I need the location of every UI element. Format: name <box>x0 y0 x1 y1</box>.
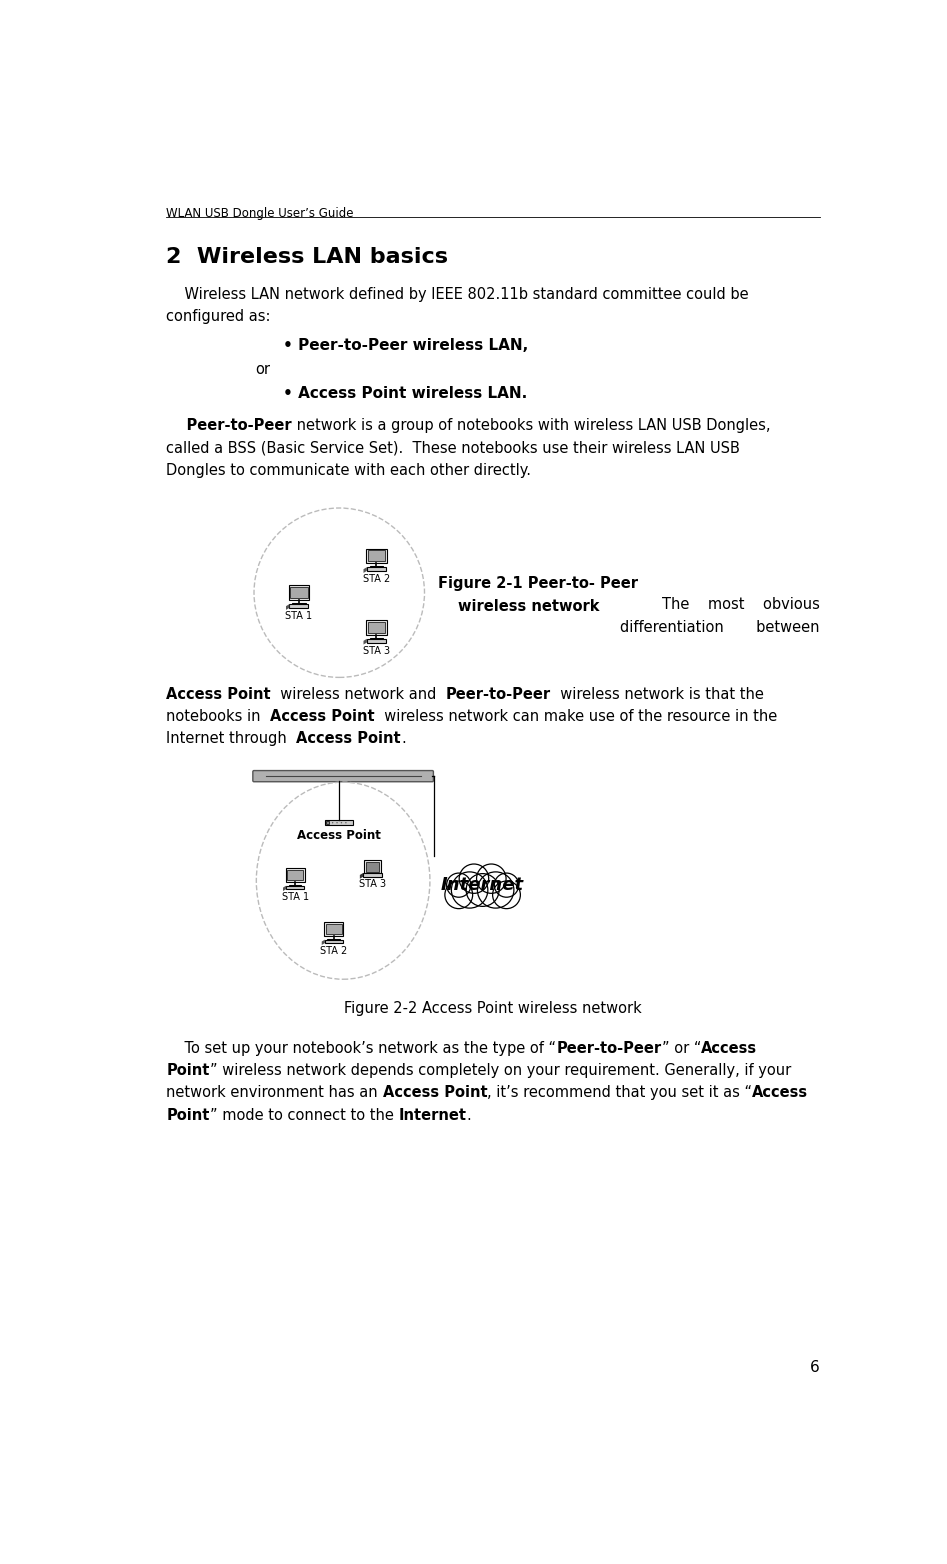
FancyBboxPatch shape <box>367 551 385 561</box>
Text: STA 1: STA 1 <box>285 612 313 621</box>
Text: STA 2: STA 2 <box>363 574 390 583</box>
Text: configured as:: configured as: <box>167 310 271 324</box>
Polygon shape <box>364 568 366 572</box>
Text: WLAN USB Dongle User’s Guide: WLAN USB Dongle User’s Guide <box>167 206 354 221</box>
Text: ” or “: ” or “ <box>662 1040 701 1056</box>
Circle shape <box>445 881 473 909</box>
Circle shape <box>447 873 471 898</box>
Text: Point: Point <box>167 1064 210 1078</box>
FancyBboxPatch shape <box>324 923 344 937</box>
Circle shape <box>477 871 514 909</box>
Text: The    most    obvious: The most obvious <box>662 596 820 612</box>
Text: Access Point: Access Point <box>296 732 401 746</box>
Text: ” mode to connect to the: ” mode to connect to the <box>210 1107 399 1123</box>
Text: Access Point: Access Point <box>297 829 382 841</box>
Text: , it’s recommend that you set it as “: , it’s recommend that you set it as “ <box>488 1085 752 1101</box>
FancyBboxPatch shape <box>367 621 385 633</box>
FancyBboxPatch shape <box>326 924 342 934</box>
FancyBboxPatch shape <box>325 940 343 943</box>
Text: network is a group of notebooks with wireless LAN USB Dongles,: network is a group of notebooks with wir… <box>292 418 771 433</box>
Text: STA 1: STA 1 <box>281 891 309 902</box>
Text: STA 2: STA 2 <box>320 946 348 956</box>
Text: 2  Wireless LAN basics: 2 Wireless LAN basics <box>167 247 449 267</box>
FancyBboxPatch shape <box>366 621 386 635</box>
FancyBboxPatch shape <box>327 821 330 824</box>
Text: Peer-to-Peer: Peer-to-Peer <box>446 687 551 702</box>
Text: notebooks in: notebooks in <box>167 708 270 724</box>
FancyBboxPatch shape <box>290 586 308 597</box>
Circle shape <box>459 863 489 893</box>
Text: ” wireless network depends completely on your requirement. Generally, if your: ” wireless network depends completely on… <box>210 1064 791 1078</box>
Circle shape <box>494 873 519 898</box>
FancyBboxPatch shape <box>366 638 386 643</box>
Circle shape <box>476 863 506 893</box>
FancyBboxPatch shape <box>253 771 434 782</box>
Text: called a BSS (Basic Service Set).  These notebooks use their wireless LAN USB: called a BSS (Basic Service Set). These … <box>167 439 741 455</box>
FancyBboxPatch shape <box>290 604 309 608</box>
Text: 6: 6 <box>810 1361 820 1375</box>
Circle shape <box>492 881 521 909</box>
Text: wireless network can make use of the resource in the: wireless network can make use of the res… <box>375 708 777 724</box>
Text: Figure 2-1 Peer-to- Peer: Figure 2-1 Peer-to- Peer <box>438 576 638 591</box>
Text: • Peer-to-Peer wireless LAN,: • Peer-to-Peer wireless LAN, <box>282 338 527 353</box>
FancyBboxPatch shape <box>286 868 305 882</box>
Text: • Access Point wireless LAN.: • Access Point wireless LAN. <box>282 386 527 400</box>
FancyBboxPatch shape <box>325 820 353 826</box>
Text: Access: Access <box>701 1040 757 1056</box>
Text: Access: Access <box>752 1085 809 1101</box>
FancyBboxPatch shape <box>366 568 386 571</box>
FancyBboxPatch shape <box>286 885 304 890</box>
Text: Internet: Internet <box>441 876 525 895</box>
FancyBboxPatch shape <box>365 860 381 873</box>
FancyBboxPatch shape <box>289 585 309 601</box>
Polygon shape <box>322 940 325 945</box>
Text: wireless network and: wireless network and <box>271 687 446 702</box>
Text: Access Point: Access Point <box>270 708 375 724</box>
Polygon shape <box>286 604 290 610</box>
Text: To set up your notebook’s network as the type of “: To set up your notebook’s network as the… <box>167 1040 557 1056</box>
Text: Dongles to communicate with each other directly.: Dongles to communicate with each other d… <box>167 463 531 477</box>
Text: differentiation       between: differentiation between <box>620 619 820 635</box>
Text: Internet: Internet <box>399 1107 466 1123</box>
FancyBboxPatch shape <box>366 862 380 871</box>
Text: Figure 2-2 Access Point wireless network: Figure 2-2 Access Point wireless network <box>344 1001 642 1015</box>
Text: .: . <box>466 1107 471 1123</box>
Text: Access Point: Access Point <box>383 1085 488 1101</box>
Text: Wireless LAN network defined by IEEE 802.11b standard committee could be: Wireless LAN network defined by IEEE 802… <box>167 288 749 302</box>
Text: Peer-to-Peer: Peer-to-Peer <box>167 418 292 433</box>
FancyBboxPatch shape <box>366 549 386 563</box>
Text: .: . <box>401 732 406 746</box>
Text: wireless network: wireless network <box>457 599 599 613</box>
Text: STA 3: STA 3 <box>359 879 386 890</box>
Polygon shape <box>283 885 286 891</box>
Text: Peer-to-Peer: Peer-to-Peer <box>557 1040 662 1056</box>
Polygon shape <box>364 638 366 644</box>
Text: Internet through: Internet through <box>167 732 296 746</box>
Text: network environment has an: network environment has an <box>167 1085 383 1101</box>
Text: Point: Point <box>167 1107 210 1123</box>
FancyBboxPatch shape <box>363 873 382 877</box>
FancyBboxPatch shape <box>287 870 303 881</box>
Circle shape <box>452 871 488 909</box>
Polygon shape <box>360 873 363 879</box>
Text: wireless network is that the: wireless network is that the <box>551 687 763 702</box>
Text: or: or <box>256 363 271 377</box>
Text: Access Point: Access Point <box>167 687 271 702</box>
Circle shape <box>466 874 499 907</box>
Text: STA 3: STA 3 <box>363 646 390 655</box>
